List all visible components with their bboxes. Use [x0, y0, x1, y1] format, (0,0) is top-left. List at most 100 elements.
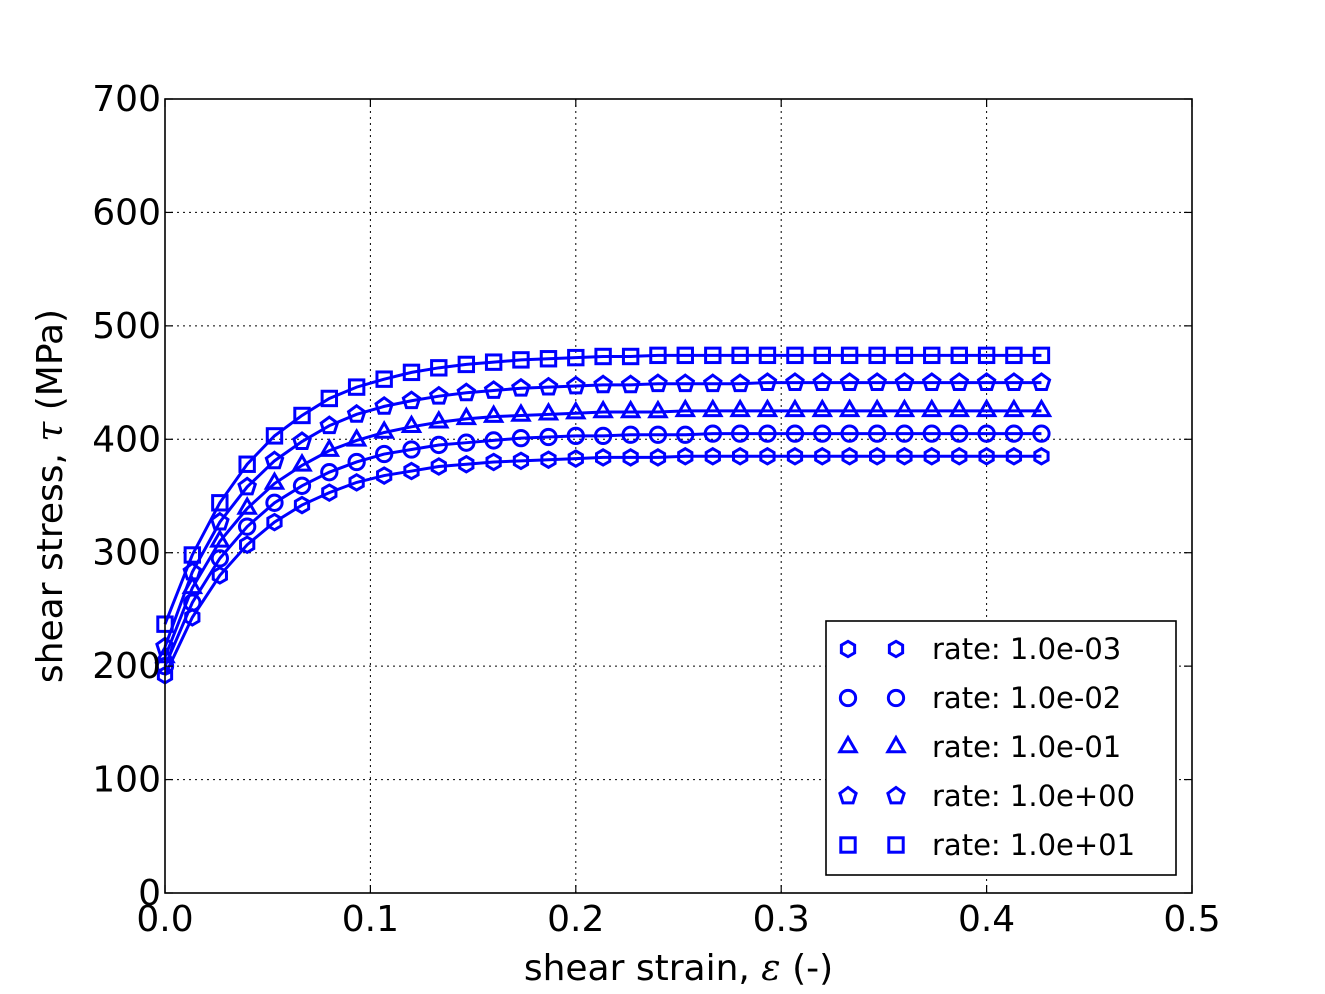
data-point-hexagon: [622, 448, 639, 467]
legend-label: rate: 1.0e-01: [932, 730, 1121, 764]
data-point-hexagon: [841, 446, 858, 466]
data-point-pentagon: [374, 395, 395, 415]
data-point-triangle: [619, 399, 642, 419]
data-point-circle: [566, 426, 585, 446]
data-point-hexagon: [677, 446, 694, 466]
series-square: [156, 346, 1051, 633]
data-point-hexagon: [759, 446, 776, 466]
data-point-pentagon: [538, 376, 559, 396]
data-point-circle: [511, 429, 531, 448]
data-point-triangle: [510, 403, 532, 422]
data-point-hexagon: [403, 461, 420, 481]
data-point-square: [484, 353, 503, 371]
data-point-triangle: [592, 399, 614, 419]
series-layer: [154, 346, 1053, 685]
data-point-circle: [758, 424, 777, 443]
data-point-pentagon: [812, 372, 833, 391]
data-point-circle: [648, 425, 668, 444]
data-point-circle: [840, 424, 859, 443]
data-point-triangle: [756, 398, 779, 418]
x-axis-label: shear strain, ε (-): [524, 948, 833, 989]
data-point-square: [430, 359, 448, 377]
data-point-square: [923, 346, 941, 365]
x-tick-label: 0.5: [1163, 899, 1220, 940]
legend-marker-pentagon: [886, 785, 906, 805]
data-point-square: [731, 346, 749, 365]
data-point-triangle: [400, 414, 423, 434]
data-point-pentagon: [949, 372, 970, 391]
data-point-circle: [210, 549, 229, 568]
data-point-circle: [977, 424, 996, 443]
data-point-hexagon: [567, 449, 584, 468]
y-tick-label: 400: [92, 419, 161, 460]
data-point-hexagon: [485, 452, 502, 472]
legend-marker-square: [887, 836, 905, 854]
data-point-circle: [950, 424, 969, 443]
data-point-triangle: [811, 398, 834, 418]
data-point-square: [238, 455, 256, 473]
series-pentagon: [155, 372, 1052, 656]
data-point-pentagon: [346, 403, 367, 423]
data-point-circle: [429, 435, 448, 455]
legend-marker-hexagon: [839, 639, 857, 659]
legend-box: [825, 620, 1177, 876]
data-point-pentagon: [264, 450, 285, 470]
y-axis-label-suffix: (MPa): [30, 309, 71, 422]
data-point-triangle: [537, 401, 560, 421]
data-point-circle: [238, 517, 257, 536]
series-line: [163, 353, 1042, 625]
data-point-triangle: [428, 409, 450, 429]
data-point-pentagon: [839, 372, 860, 391]
legend-marker-pentagon: [838, 785, 858, 805]
data-point-hexagon: [321, 483, 338, 502]
y-axis-label-symbol: τ: [30, 421, 71, 442]
legend: rate: 1.0e-03 rate: 1.0e-02 rate: 1.0e-01 r…: [825, 620, 1177, 876]
data-point-hexagon: [430, 457, 447, 476]
data-point-circle: [1032, 424, 1051, 443]
data-point-triangle: [345, 427, 368, 447]
data-point-pentagon: [730, 373, 751, 393]
data-point-triangle: [702, 398, 724, 418]
legend-item: rate: 1.0e+00: [838, 779, 1135, 813]
data-point-square: [621, 347, 640, 366]
data-point-circle: [895, 424, 914, 443]
data-point-hexagon: [348, 473, 365, 492]
data-point-triangle: [893, 398, 916, 418]
data-point-square: [977, 346, 996, 365]
data-point-hexagon: [731, 446, 749, 466]
data-point-hexagon: [896, 446, 913, 466]
data-point-triangle: [948, 398, 971, 418]
data-point-triangle: [209, 528, 231, 548]
x-tick-label: 0.2: [547, 899, 604, 940]
data-point-pentagon: [867, 372, 888, 391]
data-point-square: [868, 346, 886, 365]
data-point-square: [813, 346, 831, 365]
data-point-pentagon: [237, 476, 258, 496]
data-point-hexagon: [594, 448, 612, 467]
data-point-triangle: [920, 398, 943, 418]
data-point-pentagon: [675, 373, 696, 393]
data-point-circle: [402, 440, 421, 459]
legend-marker-circle: [838, 688, 858, 708]
data-point-pentagon: [428, 385, 449, 405]
data-point-square: [457, 355, 476, 374]
legend-item: rate: 1.0e+01: [839, 828, 1135, 862]
data-point-pentagon: [620, 374, 641, 394]
data-point-triangle: [784, 398, 806, 418]
data-point-triangle: [1030, 398, 1053, 418]
series-circle: [155, 424, 1051, 676]
data-point-triangle: [866, 398, 888, 418]
data-point-circle: [703, 424, 722, 443]
data-point-circle: [813, 424, 832, 443]
x-axis-label-symbol: ε: [761, 948, 780, 989]
y-axis-label: shear stress, τ (MPa): [30, 309, 71, 683]
legend-label: rate: 1.0e-03: [932, 632, 1121, 666]
data-point-square: [758, 346, 777, 365]
data-point-square: [1032, 346, 1051, 365]
x-tick-label: 0.3: [753, 899, 810, 940]
data-point-triangle: [838, 398, 861, 418]
y-tick-label: 300: [92, 533, 161, 574]
data-point-circle: [621, 425, 640, 444]
